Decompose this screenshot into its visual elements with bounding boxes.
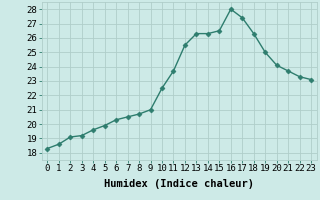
X-axis label: Humidex (Indice chaleur): Humidex (Indice chaleur) xyxy=(104,179,254,189)
